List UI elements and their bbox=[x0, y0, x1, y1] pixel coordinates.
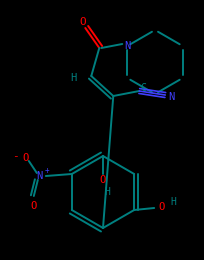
Text: C: C bbox=[140, 83, 145, 93]
Text: N: N bbox=[167, 92, 174, 102]
Text: O: O bbox=[157, 202, 163, 212]
Text: O: O bbox=[23, 153, 29, 163]
Text: H: H bbox=[104, 187, 109, 197]
Text: +: + bbox=[44, 166, 49, 174]
Text: O: O bbox=[99, 175, 106, 185]
Text: N: N bbox=[124, 41, 130, 51]
Text: H: H bbox=[70, 73, 76, 83]
Text: O: O bbox=[79, 17, 85, 27]
Text: -: - bbox=[12, 151, 19, 161]
Text: N: N bbox=[37, 171, 43, 181]
Text: O: O bbox=[31, 201, 37, 211]
Text: H: H bbox=[169, 197, 175, 207]
